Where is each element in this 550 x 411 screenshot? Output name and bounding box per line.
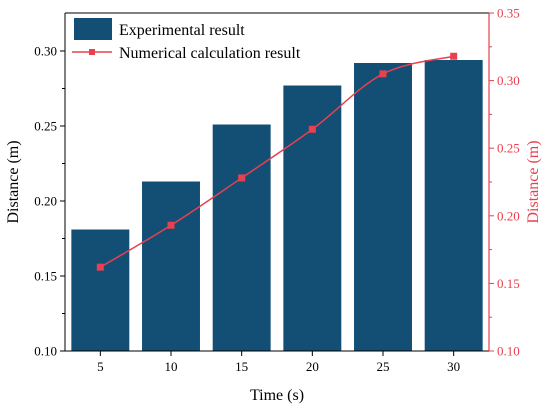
y-tick-label-left: 0.15 [34, 269, 57, 284]
legend-swatch-bar [74, 18, 112, 40]
x-tick-label: 5 [97, 359, 104, 374]
line-point-5 [96, 263, 104, 271]
bar-series-experimental [71, 60, 483, 351]
bar-15 [212, 124, 271, 351]
legend-label-experimental: Experimental result [119, 22, 245, 39]
line-point-20 [308, 125, 316, 133]
y-tick-label-right: 0.30 [497, 73, 520, 88]
bar-10 [142, 181, 200, 351]
y-tick-label-right: 0.10 [497, 344, 520, 359]
bar-5 [71, 229, 130, 351]
y-tick-label-right: 0.25 [497, 141, 520, 156]
legend-label-numerical: Numerical calculation result [119, 45, 301, 62]
y-axis-title-right: Distance (m) [525, 140, 542, 223]
line-point-15 [238, 174, 246, 182]
x-tick-label: 25 [377, 359, 390, 374]
line-point-30 [450, 52, 458, 60]
legend: Experimental result Numerical calculatio… [72, 18, 301, 62]
x-tick-label: 10 [165, 359, 178, 374]
bar-30 [424, 60, 483, 351]
line-series-numerical [96, 52, 458, 271]
y-tick-label-right: 0.20 [497, 208, 520, 223]
bar-20 [283, 85, 342, 351]
line-point-10 [167, 221, 175, 229]
tick-labels: 5 10 15 20 25 30 0.10 0.15 0.20 0.25 0.30 0.10 0.15 0… [34, 6, 520, 375]
y-tick-label-left: 0.10 [34, 344, 57, 359]
x-tick-label: 30 [447, 359, 460, 374]
y-tick-label-right: 0.15 [497, 276, 520, 291]
y-axis-title-left: Distance (m) [5, 140, 22, 223]
x-axis-title: Time (s) [250, 387, 304, 404]
x-tick-label: 15 [235, 359, 248, 374]
x-tick-label: 20 [306, 359, 319, 374]
axes [60, 12, 494, 356]
y-tick-label-right: 0.35 [497, 6, 520, 21]
legend-swatch-marker [89, 49, 95, 55]
y-tick-label-left: 0.30 [34, 44, 57, 59]
line-point-25 [379, 70, 387, 78]
bar-25 [354, 63, 412, 351]
y-tick-label-left: 0.25 [34, 119, 57, 134]
y-tick-label-left: 0.20 [34, 194, 57, 209]
